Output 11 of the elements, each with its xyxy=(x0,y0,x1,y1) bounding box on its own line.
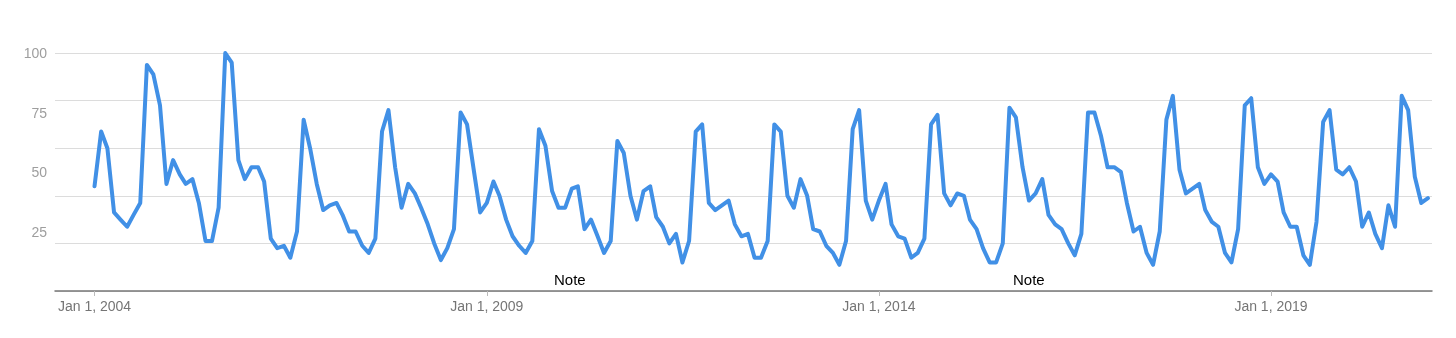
y-tick-label: 25 xyxy=(31,223,48,240)
y-tick-label: 50 xyxy=(31,164,48,180)
y-tick-label: 100 xyxy=(23,45,48,61)
annotation: Note xyxy=(1013,271,1045,288)
x-tick-label: Jan 1, 2019 xyxy=(1234,298,1308,314)
line-series xyxy=(92,51,1430,267)
x-tick-label: Jan 1, 2014 xyxy=(842,298,916,314)
x-tick-label: Jan 1, 2004 xyxy=(57,298,132,314)
annotation: Note xyxy=(554,271,586,288)
x-tick-label: Jan 1, 2009 xyxy=(450,298,524,314)
y-tick-label: 75 xyxy=(31,104,48,121)
